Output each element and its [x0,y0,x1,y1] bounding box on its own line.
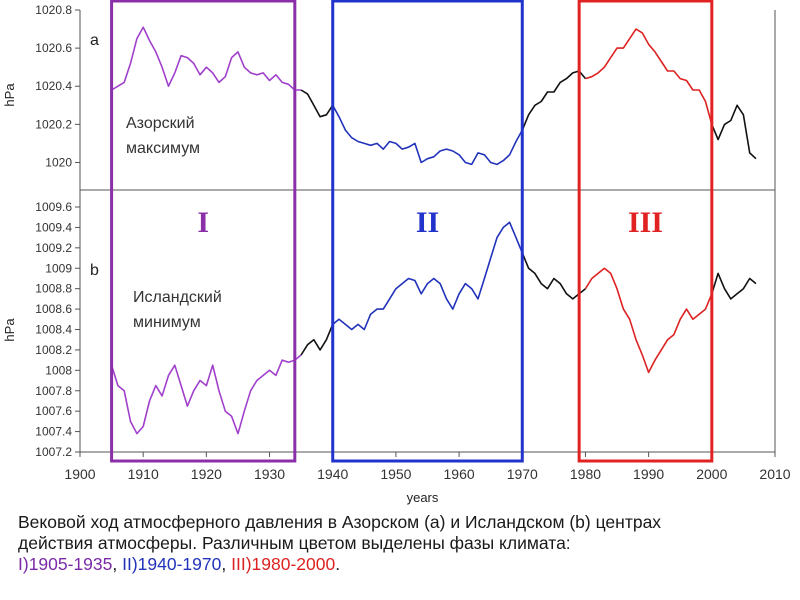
series-line [521,252,586,300]
y-tick-label: 1007.2 [35,445,72,459]
chart-background [0,0,800,510]
y-tick-label: 1007.4 [35,425,72,439]
series-line [300,89,334,118]
caption-line-2: действия атмосферы. Различным цветом выд… [18,533,571,553]
x-tick-label: 1970 [507,466,538,482]
series-line [110,354,302,435]
caption-line-3: I)1905-1935, II)1940-1970, III)1980-2000… [18,554,782,575]
y-tick-label: 1008.8 [35,282,72,296]
x-tick-label: 1950 [380,466,411,482]
panel-a-y-ticks: 1020 1020.2 1020.4 1020.6 1020.8 [35,3,80,169]
pressure-chart: 1020 1020.2 1020.4 1020.6 1020.8 a hPa Азорс… [0,0,800,510]
x-tick-label: 1990 [633,466,664,482]
x-tick-label: 1900 [64,466,95,482]
panel-b-y-axis-label: hPa [2,318,17,342]
phase-label: III [628,206,663,239]
x-tick-label: 1930 [254,466,285,482]
panel-b-label: b [90,262,99,279]
panel-a-y-axis-label: hPa [2,83,17,107]
y-tick-label: 1007.8 [35,384,72,398]
caption-separator-1: , [112,554,123,574]
y-tick-label: 1009.2 [35,241,72,255]
y-tick-label: 1008.4 [35,323,72,337]
figure-caption: Вековой ход атмосферного давления в Азор… [18,512,782,575]
y-tick-label: 1009.4 [35,220,72,234]
panel-b-y-ticks: 1007.2 1007.4 1007.6 1007.8 1008 1008.2 1008.4… [35,200,80,459]
panel-a-group: 1020 1020.2 1020.4 1020.6 1020.8 a hPa Азорс… [2,3,757,169]
series-line [521,70,587,131]
panel-a-series [111,26,757,166]
series-line [711,272,757,300]
panel-a-annotation-line-1: Азорский [126,115,195,132]
x-tick-label: 1960 [444,466,475,482]
phase-box [577,0,714,463]
phase-label: I [197,206,209,239]
x-tick-label: 1940 [317,466,348,482]
panel-b-group: 1007.2 1007.4 1007.6 1007.8 1008 1008.2 1008.4… [2,200,757,459]
y-tick-label: 1008 [45,363,72,377]
series-line [300,324,334,356]
x-axis-ticks: 1900 1910 1920 1930 1940 1950 1960 1970 1980 1990… [64,452,791,482]
series-line [711,104,757,160]
panel-a-label: a [90,32,99,49]
y-tick-label: 1007.6 [35,404,72,418]
y-tick-label: 1008.6 [35,302,72,316]
y-tick-label: 1020.8 [35,3,72,17]
x-tick-label: 1920 [191,466,222,482]
phase-boxes: I II III [110,0,714,463]
series-line [584,267,713,374]
y-tick-label: 1020.4 [35,79,72,93]
x-tick-label: 2000 [696,466,727,482]
caption-phase-2: II)1940-1970 [122,554,222,574]
panel-b-series [110,221,757,435]
panel-a-annotation-line-2: максимум [126,140,200,157]
y-tick-label: 1020 [45,155,72,169]
phase-box [331,0,524,463]
x-axis-label: years [407,490,439,505]
phase-label: II [416,206,439,239]
caption-end: . [335,554,341,574]
series-line [111,26,302,91]
panel-b-annotation-line-2: минимум [133,314,201,331]
panel-b-annotation-line-1: Исландский [133,289,222,306]
y-tick-label: 1020.6 [35,41,72,55]
y-tick-label: 1020.2 [35,117,72,131]
series-line [332,221,524,331]
caption-line-1: Вековой ход атмосферного давления в Азор… [18,512,662,532]
series-line [331,104,524,166]
series-line [585,28,713,125]
y-tick-label: 1008.2 [35,343,72,357]
caption-phase-3: III)1980-2000 [231,554,336,574]
phase-box [110,0,297,463]
y-tick-label: 1009.6 [35,200,72,214]
x-tick-label: 1980 [570,466,601,482]
caption-separator-2: , [221,554,232,574]
caption-phase-1: I)1905-1935 [18,554,113,574]
x-tick-label: 2010 [759,466,790,482]
y-tick-label: 1009 [45,261,72,275]
x-tick-label: 1910 [128,466,159,482]
